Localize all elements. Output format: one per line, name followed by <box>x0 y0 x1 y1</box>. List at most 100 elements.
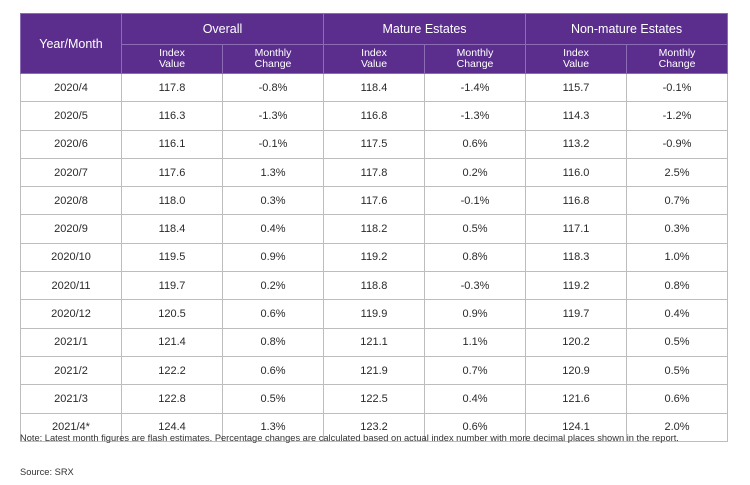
non-mature-change-cell: 2.5% <box>626 157 729 188</box>
non-mature-index-cell: 120.2 <box>525 327 628 357</box>
mature-change-cell: -1.4% <box>423 72 527 103</box>
mature-change-cell: 0.6% <box>423 412 527 442</box>
mature-index-cell: 116.8 <box>323 101 425 131</box>
non-mature-index-cell: 116.0 <box>525 157 628 188</box>
year-month-cell: 2021/3 <box>20 384 122 414</box>
mature-monthly-change-header: Monthly Change <box>423 44 527 74</box>
mature-change-cell: 0.8% <box>423 242 527 273</box>
non-mature-index-cell: 113.2 <box>525 129 628 159</box>
source-credit: Source: SRX <box>20 467 74 477</box>
non-mature-change-cell: 0.7% <box>626 186 729 216</box>
mature-index-cell: 117.6 <box>323 186 425 216</box>
mature-index-cell: 117.8 <box>323 157 425 188</box>
non-mature-change-cell: -0.9% <box>626 129 729 159</box>
table-row: 2020/9 118.4 0.4% 118.2 0.5% 117.1 0.3% <box>20 214 729 244</box>
table-row: 2020/11 119.7 0.2% 118.8 -0.3% 119.2 0.8% <box>20 271 729 301</box>
footnote: Note: Latest month figures are flash est… <box>20 433 679 443</box>
non-mature-index-cell: 118.3 <box>525 242 628 273</box>
mature-index-cell: 119.2 <box>323 242 425 273</box>
mature-index-cell: 122.5 <box>323 384 425 414</box>
non-mature-index-cell: 119.7 <box>525 299 628 329</box>
mature-change-cell: 0.4% <box>423 384 527 414</box>
overall-index-cell: 119.7 <box>121 271 223 301</box>
overall-change-cell: 0.9% <box>222 242 324 273</box>
non-mature-change-cell: -1.2% <box>626 101 729 131</box>
year-month-cell: 2020/6 <box>20 129 122 159</box>
group-header-row: Year/Month Overall Mature Estates Non-ma… <box>20 13 729 74</box>
table-row: 2021/4* 124.4 1.3% 123.2 0.6% 124.1 2.0% <box>20 412 729 442</box>
year-month-cell: 2021/4* <box>20 412 122 442</box>
overall-index-cell: 117.6 <box>121 157 223 188</box>
year-month-cell: 2021/1 <box>20 327 122 357</box>
non-mature-change-cell: 0.6% <box>626 384 729 414</box>
overall-index-cell: 116.1 <box>121 129 223 159</box>
mature-index-cell: 118.2 <box>323 214 425 244</box>
non-mature-change-cell: 1.0% <box>626 242 729 273</box>
year-month-cell: 2020/9 <box>20 214 122 244</box>
non-mature-index-cell: 115.7 <box>525 72 628 103</box>
overall-change-cell: -0.1% <box>222 129 324 159</box>
non-mature-estates-header: Non-mature Estates <box>525 13 729 45</box>
overall-change-cell: 0.8% <box>222 327 324 357</box>
overall-change-cell: 0.6% <box>222 355 324 386</box>
mature-index-cell: 121.9 <box>323 355 425 386</box>
overall-index-cell: 118.4 <box>121 214 223 244</box>
overall-index-cell: 122.2 <box>121 355 223 386</box>
index-table-container: Year/Month Overall Mature Estates Non-ma… <box>20 13 729 442</box>
non-mature-change-cell: 2.0% <box>626 412 729 442</box>
mature-index-cell: 118.4 <box>323 72 425 103</box>
year-month-cell: 2020/12 <box>20 299 122 329</box>
overall-change-cell: -1.3% <box>222 101 324 131</box>
mature-index-cell: 119.9 <box>323 299 425 329</box>
year-month-cell: 2020/4 <box>20 72 122 103</box>
table-row: 2020/6 116.1 -0.1% 117.5 0.6% 113.2 -0.9% <box>20 129 729 159</box>
table-row: 2020/12 120.5 0.6% 119.9 0.9% 119.7 0.4% <box>20 299 729 329</box>
year-month-cell: 2020/5 <box>20 101 122 131</box>
overall-change-cell: -0.8% <box>222 72 324 103</box>
mature-change-cell: -1.3% <box>423 101 527 131</box>
mature-index-cell: 118.8 <box>323 271 425 301</box>
mature-change-cell: 0.9% <box>423 299 527 329</box>
table-row: 2021/3 122.8 0.5% 122.5 0.4% 121.6 0.6% <box>20 384 729 414</box>
non-mature-index-cell: 116.8 <box>525 186 628 216</box>
year-month-cell: 2021/2 <box>20 355 122 386</box>
overall-index-cell: 124.4 <box>121 412 223 442</box>
year-month-cell: 2020/10 <box>20 242 122 273</box>
non-mature-change-cell: 0.8% <box>626 271 729 301</box>
table-row: 2020/5 116.3 -1.3% 116.8 -1.3% 114.3 -1.2% <box>20 101 729 131</box>
mature-index-cell: 123.2 <box>323 412 425 442</box>
overall-index-cell: 122.8 <box>121 384 223 414</box>
year-month-cell: 2020/8 <box>20 186 122 216</box>
mature-change-cell: 0.6% <box>423 129 527 159</box>
year-month-header: Year/Month <box>20 13 122 74</box>
mature-index-value-header: Index Value <box>323 44 425 74</box>
overall-index-cell: 121.4 <box>121 327 223 357</box>
mature-change-cell: -0.3% <box>423 271 527 301</box>
mature-estates-header: Mature Estates <box>322 13 527 45</box>
overall-index-cell: 118.0 <box>121 186 223 216</box>
mature-change-cell: 0.2% <box>423 157 527 188</box>
mature-index-cell: 117.5 <box>323 129 425 159</box>
overall-change-cell: 0.2% <box>222 271 324 301</box>
non-mature-change-cell: 0.5% <box>626 355 729 386</box>
non-mature-change-cell: 0.3% <box>626 214 729 244</box>
overall-change-cell: 0.5% <box>222 384 324 414</box>
non-mature-change-cell: 0.4% <box>626 299 729 329</box>
overall-change-cell: 1.3% <box>222 157 324 188</box>
hdb-resale-index-table: Year/Month Overall Mature Estates Non-ma… <box>20 13 729 442</box>
table-row: 2020/10 119.5 0.9% 119.2 0.8% 118.3 1.0% <box>20 242 729 273</box>
mature-index-cell: 121.1 <box>323 327 425 357</box>
non-mature-index-cell: 119.2 <box>525 271 628 301</box>
mature-change-cell: -0.1% <box>423 186 527 216</box>
non-mature-monthly-change-header: Monthly Change <box>626 44 729 74</box>
overall-monthly-change-header: Monthly Change <box>222 44 324 74</box>
table-body: 2020/4 117.8 -0.8% 118.4 -1.4% 115.7 -0.1% 2020… <box>20 72 729 442</box>
mature-change-cell: 1.1% <box>423 327 527 357</box>
overall-index-cell: 116.3 <box>121 101 223 131</box>
non-mature-change-cell: 0.5% <box>626 327 729 357</box>
non-mature-index-cell: 120.9 <box>525 355 628 386</box>
sub-header-row: Index Value Monthly Change Index Value Mont… <box>21 44 729 74</box>
overall-header: Overall <box>121 13 324 45</box>
table-row: 2020/7 117.6 1.3% 117.8 0.2% 116.0 2.5% <box>20 157 729 188</box>
year-month-cell: 2020/7 <box>20 157 122 188</box>
